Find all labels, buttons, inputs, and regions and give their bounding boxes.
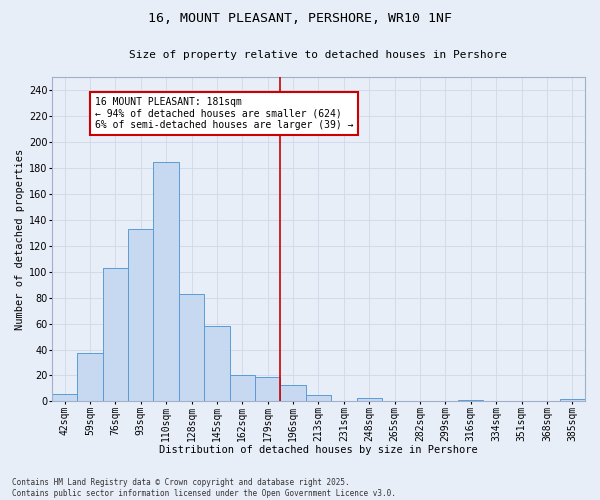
Bar [356,398,382,402]
Bar [52,394,77,402]
Bar [255,377,280,402]
Bar [306,395,331,402]
Text: Contains HM Land Registry data © Crown copyright and database right 2025.
Contai: Contains HM Land Registry data © Crown c… [12,478,396,498]
Title: Size of property relative to detached houses in Pershore: Size of property relative to detached ho… [130,50,508,60]
Bar [103,268,128,402]
Bar [458,400,484,402]
X-axis label: Distribution of detached houses by size in Pershore: Distribution of detached houses by size … [159,445,478,455]
Text: 16, MOUNT PLEASANT, PERSHORE, WR10 1NF: 16, MOUNT PLEASANT, PERSHORE, WR10 1NF [148,12,452,26]
Bar [560,399,585,402]
Y-axis label: Number of detached properties: Number of detached properties [15,149,25,330]
Bar [77,354,103,402]
Bar [128,229,154,402]
Bar [154,162,179,402]
Bar [179,294,204,402]
Bar [280,384,306,402]
Bar [230,376,255,402]
Bar [204,326,230,402]
Text: 16 MOUNT PLEASANT: 181sqm
← 94% of detached houses are smaller (624)
6% of semi-: 16 MOUNT PLEASANT: 181sqm ← 94% of detac… [95,97,353,130]
